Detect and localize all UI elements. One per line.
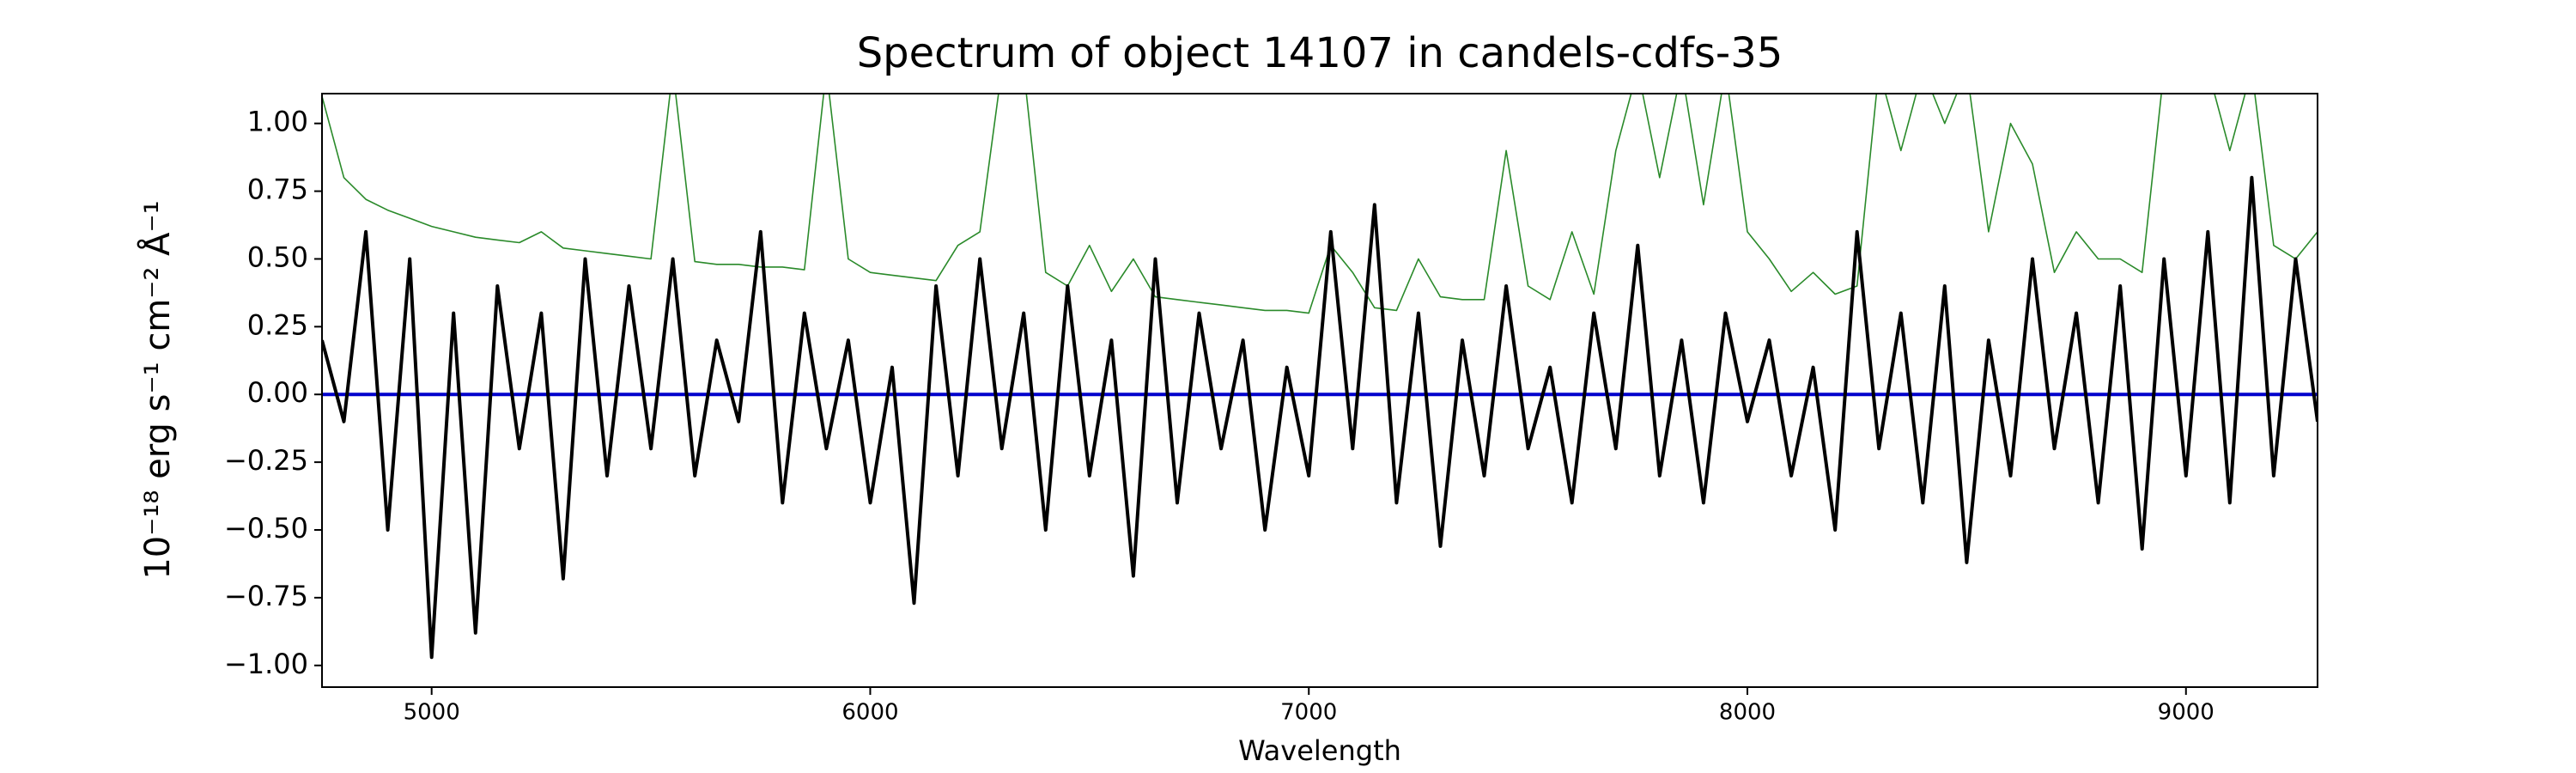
y-tick-label: 1.00 <box>247 106 308 138</box>
spectrum-line <box>322 94 2318 314</box>
y-tick-label: −1.00 <box>224 648 308 680</box>
y-tick-label: −0.75 <box>224 580 308 612</box>
x-tick-label: 5000 <box>404 700 460 726</box>
x-tick-label: 9000 <box>2158 700 2215 726</box>
plot-area <box>322 94 2318 660</box>
chart-title: Spectrum of object 14107 in candels-cdfs… <box>857 29 1783 77</box>
y-tick-label: 0.50 <box>247 240 308 273</box>
y-tick-label: −0.50 <box>224 512 308 545</box>
spectrum-line <box>322 175 2318 660</box>
y-axis-label: 10⁻¹⁸ erg s⁻¹ cm⁻² Å⁻¹ <box>137 200 178 579</box>
y-tick-label: 0.00 <box>247 376 308 409</box>
plot-frame <box>321 93 2318 688</box>
y-tick-label: 0.25 <box>247 308 308 341</box>
x-tick-label: 7000 <box>1280 700 1337 726</box>
x-tick-label: 8000 <box>1719 700 1776 726</box>
y-tick-label: −0.25 <box>224 444 308 477</box>
x-axis-label: Wavelength <box>1238 734 1401 767</box>
y-tick-label: 0.75 <box>247 173 308 206</box>
x-tick-label: 6000 <box>841 700 898 726</box>
